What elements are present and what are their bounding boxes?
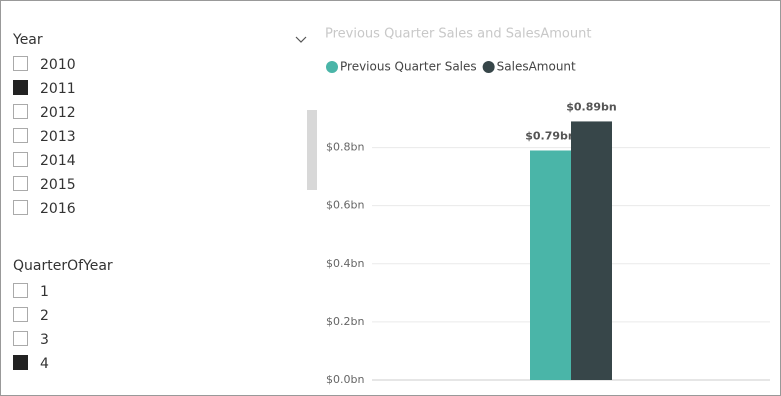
slicer-item[interactable]: 2015 [40, 177, 76, 193]
slicer-item[interactable]: 1 [40, 284, 49, 300]
slicer-item[interactable]: 2014 [40, 153, 76, 169]
y-tick-label: $0.2bn [326, 315, 364, 328]
slicer-title: QuarterOfYear [13, 258, 113, 274]
y-tick-label: $0.4bn [326, 257, 364, 270]
checkbox[interactable] [13, 331, 28, 346]
slicer-item[interactable]: 4 [40, 356, 49, 372]
checkbox[interactable] [13, 104, 28, 119]
checkbox[interactable] [13, 80, 28, 95]
checkbox[interactable] [13, 307, 28, 322]
y-tick-label: $0.8bn [326, 141, 364, 154]
checkbox[interactable] [13, 56, 28, 71]
slicer-item[interactable]: 2016 [40, 201, 76, 217]
bar [530, 150, 571, 380]
slicer-item[interactable]: 2 [40, 308, 49, 324]
scrollbar[interactable] [307, 110, 317, 190]
checkbox[interactable] [13, 283, 28, 298]
legend-marker [326, 61, 338, 73]
y-tick-label: $0.0bn [326, 373, 364, 386]
legend-label: SalesAmount [497, 60, 576, 74]
data-label: $0.79bn [525, 129, 576, 142]
slicer-item[interactable]: 2013 [40, 129, 76, 145]
checkbox[interactable] [13, 152, 28, 167]
bar [571, 121, 612, 380]
checkbox[interactable] [13, 355, 28, 370]
y-tick-label: $0.6bn [326, 199, 364, 212]
chart-title: Previous Quarter Sales and SalesAmount [325, 27, 591, 42]
slicer-item[interactable]: 3 [40, 332, 49, 348]
dropdown-chevron[interactable] [295, 36, 307, 43]
legend-marker [482, 61, 495, 73]
data-label: $0.89bn [566, 100, 617, 113]
checkbox[interactable] [13, 128, 28, 143]
slicer-item[interactable]: 2011 [40, 81, 76, 97]
slicer-item[interactable]: 2010 [40, 57, 76, 73]
checkbox[interactable] [13, 200, 28, 215]
legend-label: Previous Quarter Sales [340, 60, 477, 74]
slicer-item[interactable]: 2012 [40, 105, 76, 121]
checkbox[interactable] [13, 176, 28, 191]
slicer-title: Year [12, 32, 43, 48]
